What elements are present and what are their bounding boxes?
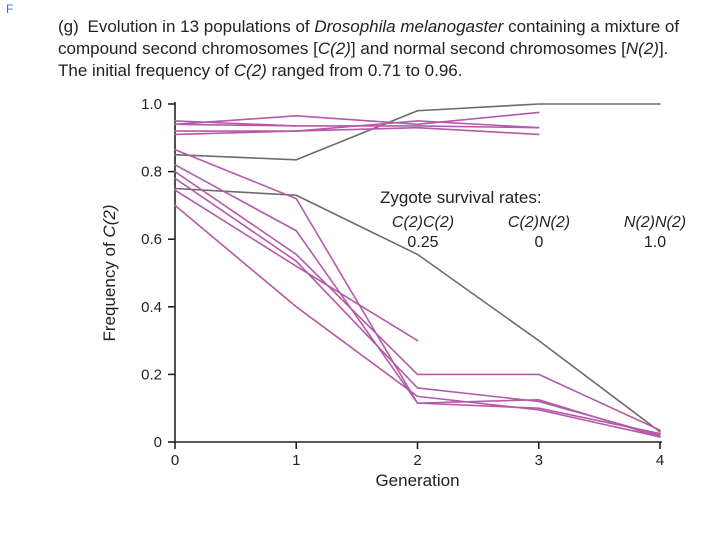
svg-text:1.0: 1.0 xyxy=(141,96,162,113)
svg-text:0.8: 0.8 xyxy=(141,164,162,181)
svg-text:1: 1 xyxy=(292,452,300,469)
svg-text:Generation: Generation xyxy=(375,471,459,490)
legend-col-3: N(2)N(2) 1.0 xyxy=(612,214,698,252)
caption-text-3: ] and normal second chromosomes [ xyxy=(351,39,626,58)
caption-text-5: ranged from 0.71 to 0.96. xyxy=(267,61,463,80)
legend-title: Zygote survival rates: xyxy=(380,188,698,208)
svg-text:0: 0 xyxy=(154,434,162,451)
svg-text:0.2: 0.2 xyxy=(141,367,162,384)
legend-label-2: C(2)N(2) xyxy=(496,214,582,232)
line-chart: 0 1 2 3 4 0 0.2 0.4 0.6 0.8 1.0 Generation Frequency… xyxy=(60,92,700,502)
svg-text:0.6: 0.6 xyxy=(141,231,162,248)
caption-text-1: Evolution in 13 populations of xyxy=(88,17,315,36)
svg-text:0.4: 0.4 xyxy=(141,299,162,316)
legend-col-1: C(2)C(2) 0.25 xyxy=(380,214,466,252)
species-name: Drosophila melanogaster xyxy=(314,17,503,36)
legend-label-1: C(2)C(2) xyxy=(380,214,466,232)
legend-row: C(2)C(2) 0.25 C(2)N(2) 0 N(2)N(2) 1.0 xyxy=(380,214,698,252)
figure-caption: (g) Evolution in 13 populations of Droso… xyxy=(58,16,680,82)
n2-symbol: N(2) xyxy=(626,39,659,58)
svg-text:0: 0 xyxy=(171,452,179,469)
corner-letter: F xyxy=(6,2,13,16)
chart-container: 0 1 2 3 4 0 0.2 0.4 0.6 0.8 1.0 Generation Frequency… xyxy=(60,92,700,502)
legend-value-3: 1.0 xyxy=(612,234,698,252)
c2-symbol-2: C(2) xyxy=(234,61,267,80)
panel-letter: (g) xyxy=(58,17,79,36)
svg-text:3: 3 xyxy=(535,452,543,469)
svg-text:Frequency of C(2): Frequency of C(2) xyxy=(100,205,119,342)
svg-text:4: 4 xyxy=(656,452,664,469)
legend-value-2: 0 xyxy=(496,234,582,252)
svg-text:2: 2 xyxy=(413,452,421,469)
legend-value-1: 0.25 xyxy=(380,234,466,252)
survival-legend: Zygote survival rates: C(2)C(2) 0.25 C(2… xyxy=(380,188,698,252)
legend-label-3: N(2)N(2) xyxy=(612,214,698,232)
page-root: F (g) Evolution in 13 populations of Dro… xyxy=(0,0,720,540)
c2-symbol: C(2) xyxy=(318,39,351,58)
legend-col-2: C(2)N(2) 0 xyxy=(496,214,582,252)
